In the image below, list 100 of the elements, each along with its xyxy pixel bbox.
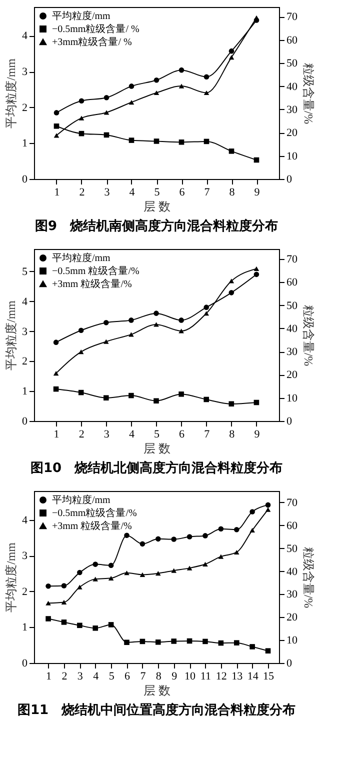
- point: [178, 318, 184, 323]
- point: [254, 18, 260, 23]
- point: [104, 339, 109, 344]
- point: [171, 568, 176, 573]
- x-tick-label: 2: [79, 186, 85, 198]
- y-tick-label: 3: [22, 66, 28, 78]
- point: [202, 562, 208, 566]
- point: [140, 541, 146, 547]
- point: [78, 116, 84, 120]
- point: [178, 392, 184, 397]
- x-tick-label: 13: [232, 670, 244, 682]
- point: [104, 320, 109, 326]
- y-tick-label: 3: [22, 326, 28, 338]
- point: [92, 576, 98, 582]
- point: [104, 395, 109, 400]
- y-axis-title: 平均粒度/mm: [4, 300, 18, 371]
- point: [46, 583, 51, 589]
- x-tick-label: 6: [179, 186, 186, 198]
- x-tick-label: 2: [62, 670, 68, 682]
- point: [77, 570, 82, 576]
- legend-label: 平均粒度/mm: [52, 494, 111, 506]
- y-tick-label: 0: [22, 174, 28, 186]
- point: [228, 278, 234, 284]
- x-tick-label: 3: [104, 186, 110, 198]
- x-tick-label: 3: [77, 670, 84, 682]
- point: [108, 622, 114, 628]
- point: [128, 100, 134, 105]
- point: [218, 554, 224, 559]
- x-tick-label: 7: [204, 428, 210, 440]
- y2-tick-label: 40: [286, 80, 298, 93]
- point: [140, 572, 146, 577]
- point: [77, 622, 82, 628]
- point: [234, 550, 240, 555]
- x-tick-label: 9: [254, 428, 260, 440]
- x-tick-label: 8: [229, 186, 236, 198]
- point: [154, 90, 160, 96]
- point: [218, 526, 224, 532]
- y-tick-label: 4: [22, 30, 28, 42]
- y-tick-label: 5: [22, 266, 28, 278]
- point: [204, 396, 209, 402]
- point: [156, 639, 161, 645]
- x-tick-label: 1: [46, 670, 52, 682]
- y2-tick-label: 60: [286, 520, 298, 532]
- point: [265, 502, 271, 508]
- y2-tick-label: 60: [286, 276, 298, 289]
- point: [128, 392, 134, 398]
- x-tick-label: 6: [179, 428, 186, 440]
- x-tick-label: 9: [254, 186, 260, 198]
- x-tick-label: 12: [216, 670, 227, 682]
- point: [178, 328, 184, 334]
- point: [250, 509, 255, 514]
- point: [204, 311, 209, 316]
- point: [154, 322, 159, 327]
- point: [46, 616, 51, 622]
- point: [265, 648, 271, 654]
- y2-tick-label: 70: [286, 496, 298, 509]
- point: [234, 640, 240, 646]
- point: [128, 318, 134, 323]
- legend-label: +3mm粒级含量/ %: [52, 36, 132, 48]
- point: [124, 532, 130, 538]
- x-tick-label: 4: [93, 670, 100, 682]
- point: [204, 90, 210, 96]
- y2-tick-label: 10: [286, 150, 298, 162]
- point: [171, 536, 176, 542]
- y2-tick-label: 30: [286, 588, 298, 601]
- x-tick-label: 5: [154, 428, 160, 440]
- y2-tick-label: 20: [286, 612, 298, 624]
- point: [202, 533, 208, 538]
- y-tick-label: 4: [22, 296, 28, 308]
- x-tick-label: 7: [204, 186, 210, 198]
- x-tick-label: 6: [124, 670, 131, 682]
- y2-tick-label: 50: [286, 300, 298, 312]
- y2-tick-label: 20: [286, 127, 298, 140]
- y2-tick-label: 30: [286, 346, 298, 358]
- point: [54, 124, 60, 129]
- x-tick-label: 8: [229, 428, 236, 440]
- y2-axis-title: 粒级含量/%: [302, 304, 316, 366]
- point: [154, 77, 160, 83]
- point: [104, 110, 110, 115]
- point: [128, 332, 134, 337]
- point: [92, 625, 98, 631]
- legend-label: −0.5mm粒级含量/ %: [52, 23, 140, 35]
- point: [61, 600, 67, 605]
- point: [78, 349, 84, 354]
- y2-tick-label: 60: [286, 34, 298, 46]
- text: 图9 烧结机南侧高度方向混合料粒度分布: [34, 218, 278, 234]
- point: [186, 566, 192, 570]
- point: [250, 528, 255, 533]
- legend-label: 平均粒度/mm: [52, 252, 111, 264]
- point: [124, 570, 130, 576]
- y2-tick-label: 0: [286, 658, 292, 670]
- x-tick-label: 10: [184, 670, 196, 682]
- y2-axis-title: 粒级含量/%: [302, 546, 316, 608]
- point: [104, 95, 110, 100]
- point: [61, 583, 67, 588]
- y2-tick-label: 10: [286, 392, 298, 404]
- point: [178, 139, 184, 145]
- point: [78, 98, 84, 104]
- point: [156, 536, 161, 542]
- y2-tick-label: 0: [286, 174, 292, 186]
